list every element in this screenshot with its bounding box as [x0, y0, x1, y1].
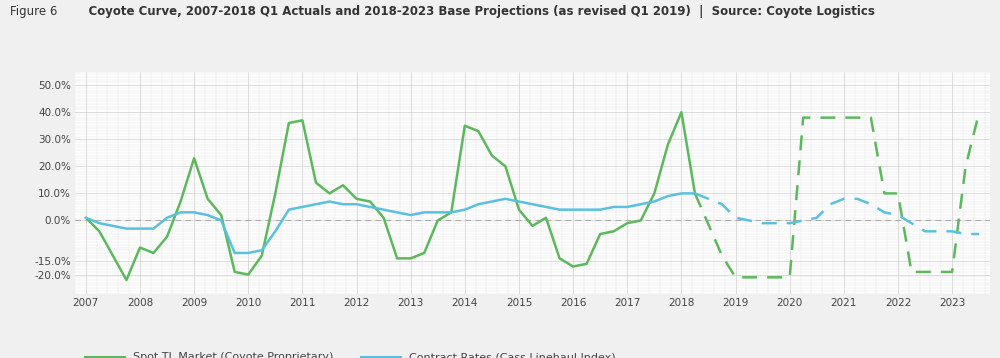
- Text: Figure 6: Figure 6: [10, 5, 57, 18]
- Text: Coyote Curve, 2007-2018 Q1 Actuals and 2018-2023 Base Projections (as revised Q1: Coyote Curve, 2007-2018 Q1 Actuals and 2…: [72, 5, 875, 18]
- Legend: Spot TL Market (Coyote Proprietary), Contract Rates (Cass Linehaul Index): Spot TL Market (Coyote Proprietary), Con…: [81, 348, 620, 358]
